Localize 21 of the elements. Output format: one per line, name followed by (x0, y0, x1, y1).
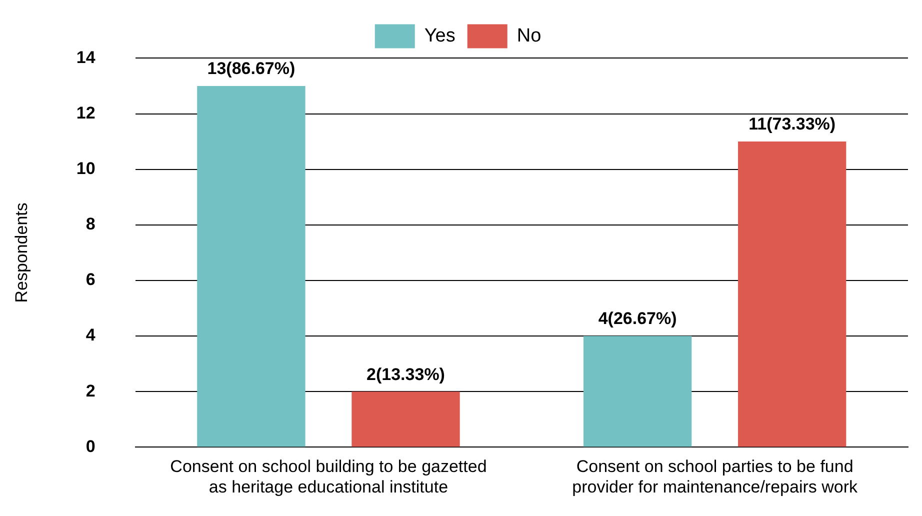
y-tick-label: 14 (76, 48, 96, 67)
bar (197, 86, 306, 447)
x-tick-label: Consent on school building to be gazetted as heritage educational institute (170, 457, 487, 496)
x-tick-label: Consent on school parties to be fund provider for maintenance/repairs work (572, 457, 858, 496)
data-label: 2(13.33%) (366, 364, 445, 384)
data-label: 4(26.67%) (598, 309, 677, 328)
y-tick-label: 10 (76, 159, 96, 178)
y-axis-title: Respondents (12, 202, 31, 303)
y-tick-label: 4 (86, 326, 96, 345)
data-label: 13(86.67%) (207, 59, 296, 78)
y-tick-label: 2 (86, 381, 96, 400)
y-tick-label: 6 (86, 270, 96, 290)
y-tick-label: 8 (86, 214, 96, 234)
y-tick-label: 12 (76, 103, 96, 122)
y-tick-label: 0 (86, 436, 96, 456)
bar (738, 142, 846, 447)
bar (352, 392, 460, 447)
legend-label: Yes (424, 25, 456, 46)
bar (583, 336, 692, 447)
legend-label: No (516, 25, 542, 46)
data-label: 11(73.33%) (748, 114, 836, 134)
